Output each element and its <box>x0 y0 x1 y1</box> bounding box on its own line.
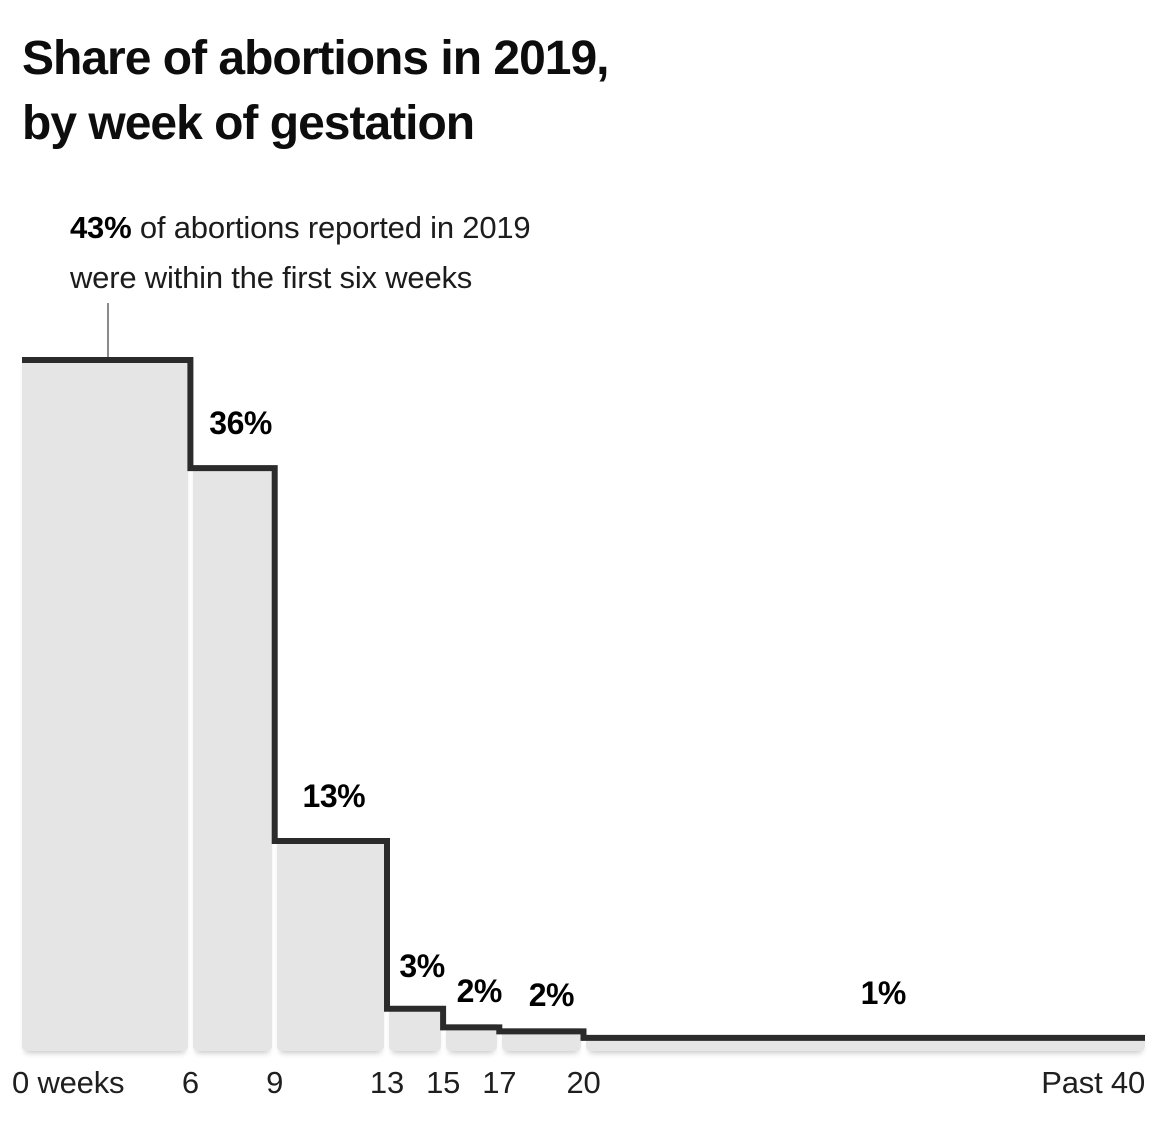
annotation: 43% of abortions reported in 2019 were w… <box>70 203 531 303</box>
bar-9-13-weeks <box>277 837 385 1051</box>
value-label-15-17-weeks: 2% <box>456 973 503 1010</box>
value-label-9-13-weeks: 13% <box>302 777 366 814</box>
x-tick-label-15: 15 <box>426 1065 461 1100</box>
bar-6-9-weeks <box>192 465 273 1051</box>
x-tick-label-17: 17 <box>482 1065 517 1100</box>
annotation-text1: of abortions reported in 2019 <box>131 210 531 245</box>
annotation-pointer-line <box>107 303 109 361</box>
annotation-bold-value: 43% <box>70 210 132 245</box>
chart-title-line2: by week of gestation <box>22 97 475 150</box>
x-tick-label-9: 9 <box>266 1065 284 1100</box>
x-tick-label-0-weeks: 0 weeks <box>12 1065 125 1100</box>
chart-title: Share of abortions in 2019, by week of g… <box>22 26 609 156</box>
value-label-6-9-weeks: 36% <box>209 405 272 442</box>
value-label-17-20-weeks: 2% <box>528 977 575 1014</box>
x-tick-label-past-40: Past 40 <box>1041 1065 1145 1100</box>
value-label-20-40-weeks: 1% <box>860 974 907 1011</box>
bar-0-6-weeks <box>22 356 188 1051</box>
chart-title-line1: Share of abortions in 2019, <box>22 32 609 85</box>
value-label-13-15-weeks: 3% <box>399 947 445 984</box>
annotation-line2: were within the first six weeks <box>70 260 473 295</box>
x-tick-label-6: 6 <box>181 1065 199 1100</box>
bar-13-15-weeks <box>389 1005 441 1051</box>
x-tick-label-20: 20 <box>566 1065 601 1100</box>
annotation-line1: 43% of abortions reported in 2019 <box>70 203 531 253</box>
x-tick-label-13: 13 <box>369 1065 405 1100</box>
